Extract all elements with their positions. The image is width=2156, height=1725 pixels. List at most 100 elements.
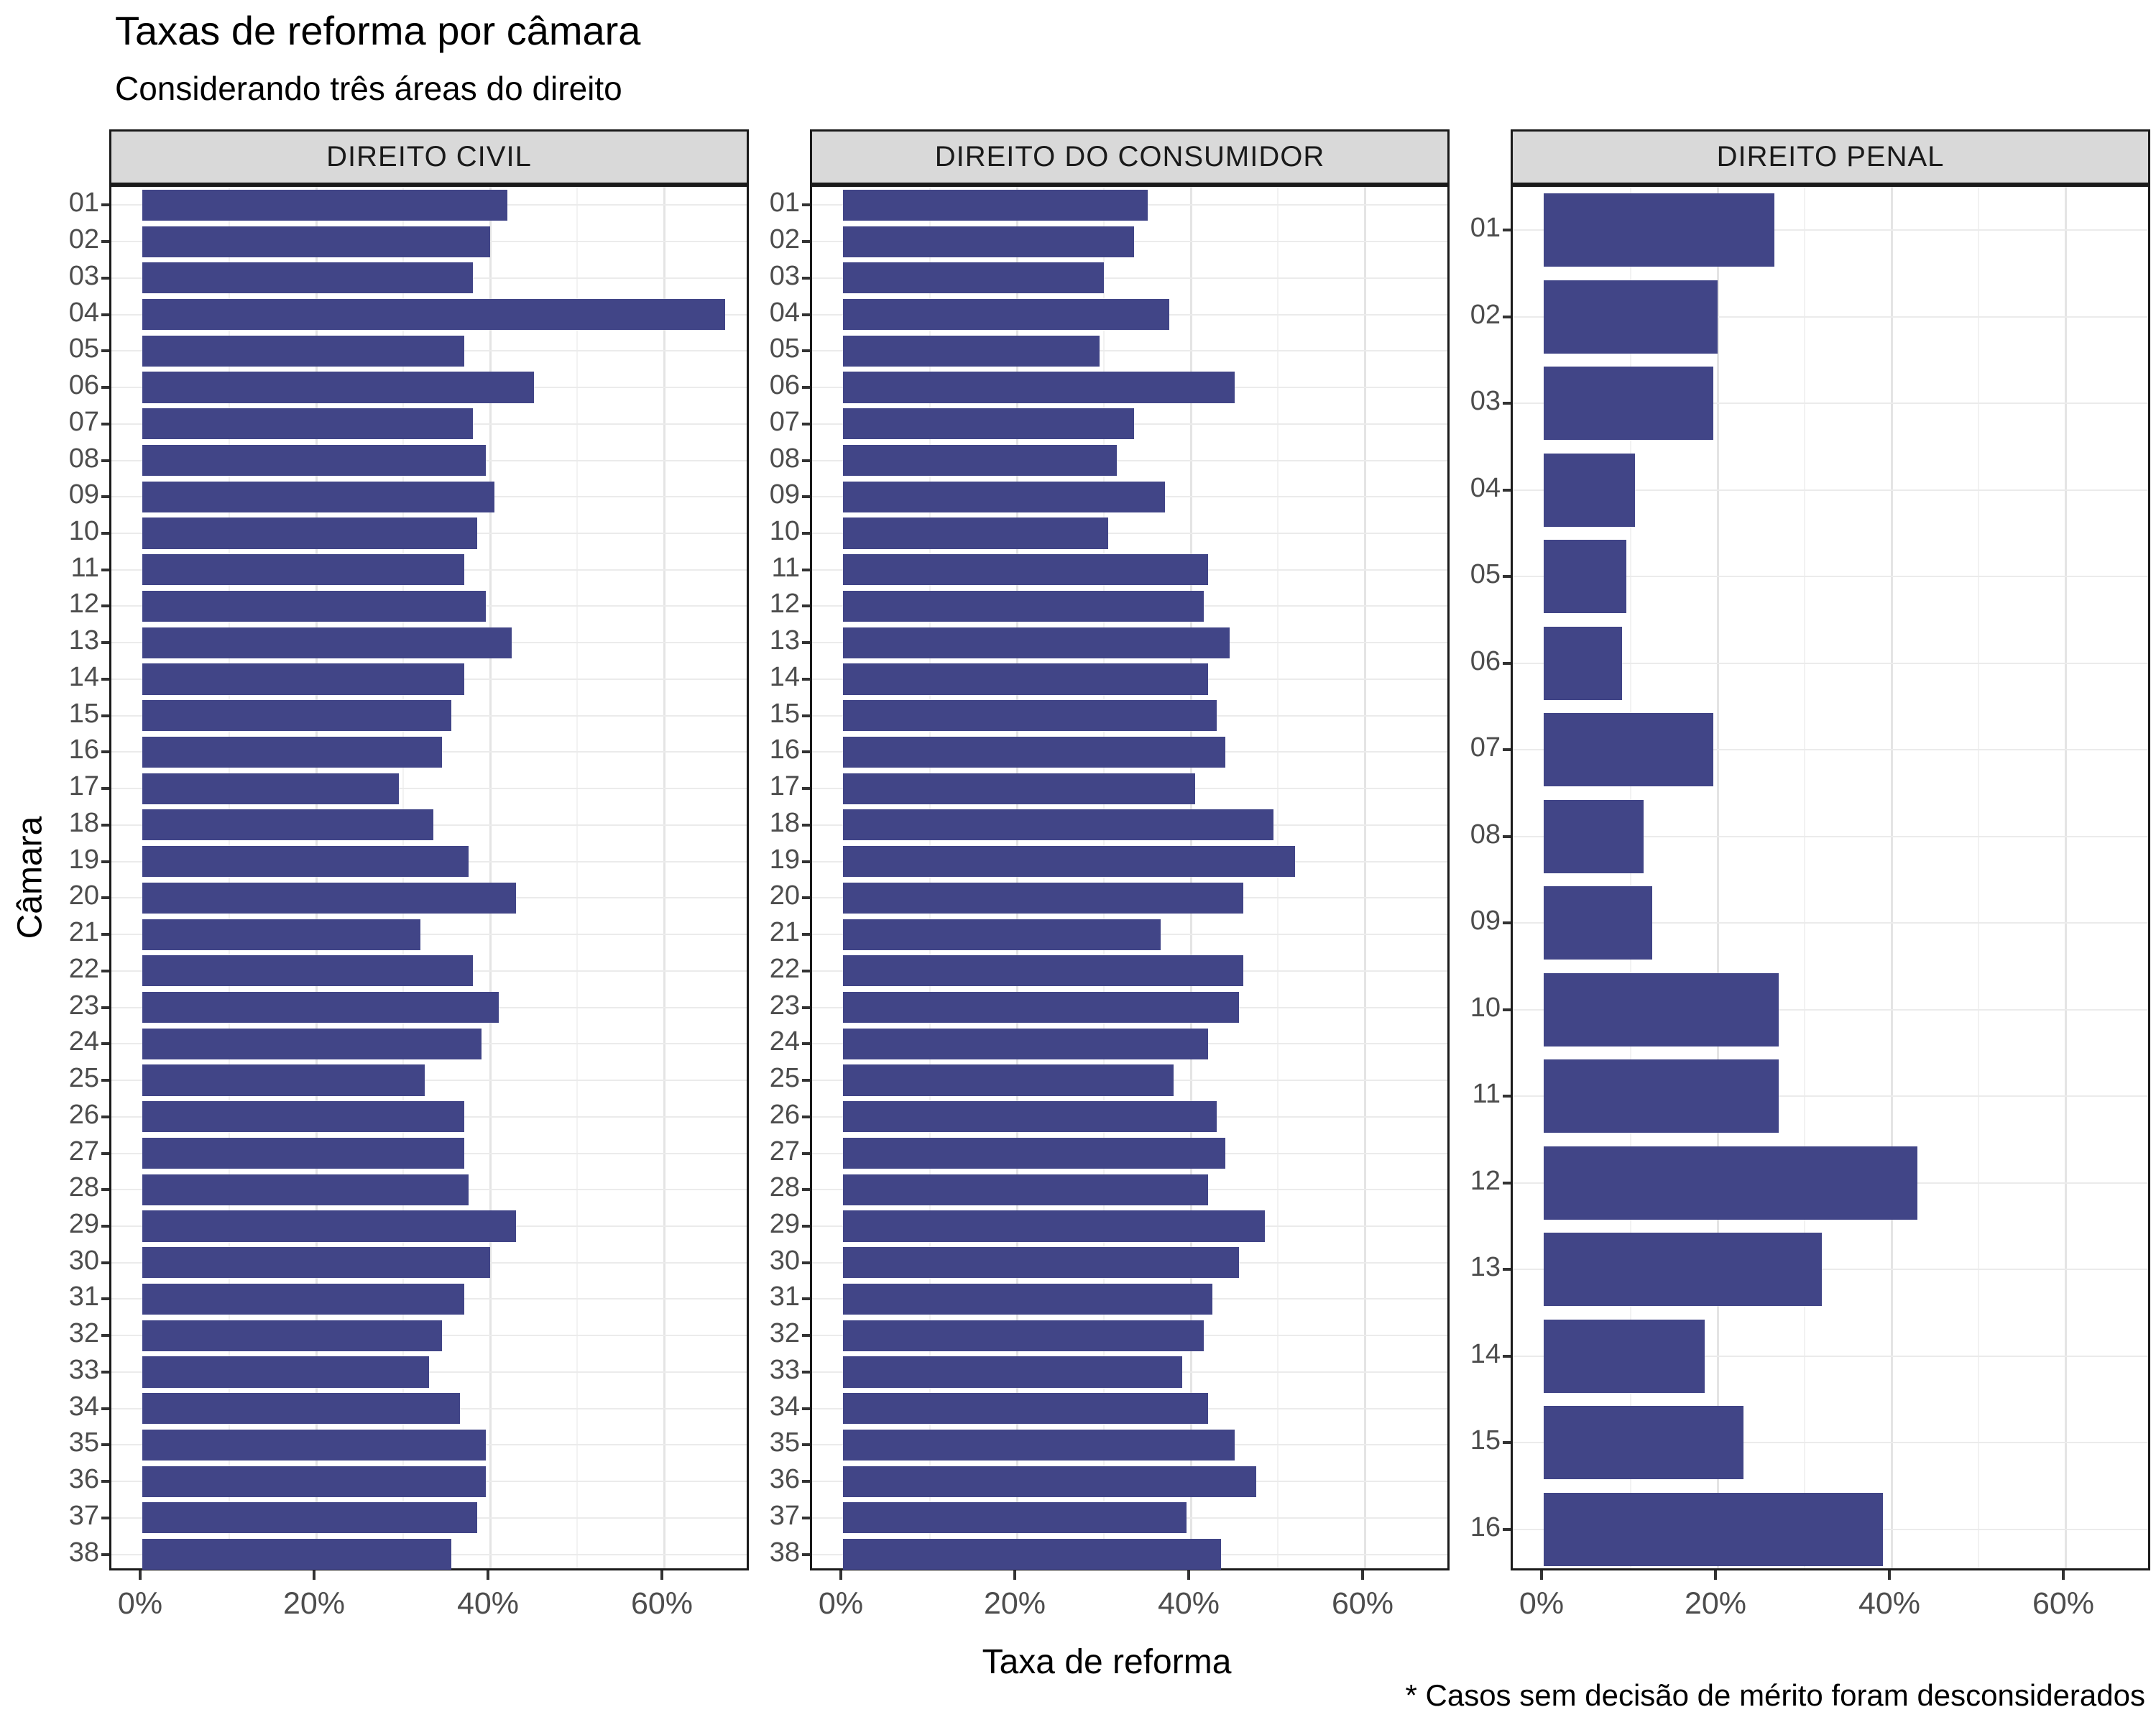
bar: [1544, 453, 1636, 527]
y-tick-mark: [101, 203, 109, 207]
bar: [843, 226, 1135, 257]
y-tick-mark: [101, 677, 109, 681]
bar: [843, 1320, 1204, 1351]
y-tick-mark: [802, 1261, 810, 1264]
y-tick-mark: [101, 240, 109, 244]
bar: [843, 189, 1148, 221]
y-tick-label: 02: [769, 224, 800, 255]
y-tick-label: 02: [1470, 299, 1501, 330]
y-tick-label: 31: [68, 1282, 99, 1312]
y-tick-label: 13: [68, 625, 99, 656]
y-tick-label: 12: [769, 589, 800, 620]
y-tick-mark: [101, 823, 109, 827]
y-tick-label: 16: [1470, 1512, 1501, 1542]
gridline-row: [1513, 489, 2148, 491]
bar: [142, 1393, 460, 1425]
y-tick-mark: [101, 1516, 109, 1519]
bar: [843, 773, 1196, 804]
y-tick-mark: [802, 1516, 810, 1519]
y-tick-mark: [1503, 488, 1511, 492]
y-tick-mark: [101, 714, 109, 717]
bar: [142, 700, 451, 732]
chart-subtitle: Considerando três áreas do direito: [115, 70, 622, 107]
y-tick-label: 14: [1470, 1338, 1501, 1369]
bar: [1544, 1233, 1823, 1307]
y-tick-mark: [1503, 921, 1511, 925]
bar: [142, 663, 464, 695]
y-axis-title: Câmara: [11, 816, 50, 939]
y-tick-mark: [802, 349, 810, 353]
x-tick-mark: [1714, 1570, 1717, 1580]
y-tick-mark: [1503, 661, 1511, 665]
gridline-minor: [576, 187, 578, 1568]
bar: [142, 1028, 482, 1059]
y-tick-mark: [101, 1443, 109, 1447]
y-tick-label: 26: [68, 1099, 99, 1130]
gridline-row: [1513, 1442, 2148, 1444]
bar: [843, 1174, 1209, 1205]
bar: [142, 1137, 464, 1169]
y-tick-mark: [802, 568, 810, 571]
x-tick-mark: [139, 1570, 142, 1580]
gridline-row: [1513, 1269, 2148, 1271]
bar: [1544, 713, 1713, 787]
y-tick-mark: [101, 1552, 109, 1556]
x-tick-label: 0%: [818, 1586, 864, 1621]
y-tick-labels: 01 02 03 04 05 06 07 08 09 10 11 12 13 14 15 16 17 18 19 20…: [748, 129, 800, 1570]
gridline-minor: [402, 187, 404, 1568]
y-tick-label: 28: [68, 1172, 99, 1203]
bar: [1544, 1146, 1918, 1220]
bar: [843, 846, 1296, 878]
x-tick-label: 60%: [2032, 1586, 2095, 1621]
y-tick-mark: [802, 1188, 810, 1192]
x-tick-label: 40%: [456, 1586, 520, 1621]
bar: [843, 1466, 1256, 1497]
y-tick-label: 33: [68, 1354, 99, 1385]
bar: [843, 590, 1204, 622]
y-tick-label: 11: [70, 552, 99, 583]
bar: [1544, 1406, 1744, 1480]
gridline-major: [1363, 187, 1366, 1568]
bar: [142, 518, 477, 549]
bar: [843, 408, 1135, 440]
plot-area: [802, 185, 1450, 1570]
y-tick-mark: [101, 1079, 109, 1082]
y-tick-label: 25: [68, 1063, 99, 1094]
bar: [142, 992, 499, 1024]
y-tick-mark: [802, 1334, 810, 1338]
bar: [843, 518, 1109, 549]
x-tick-mark: [1013, 1570, 1016, 1580]
y-tick-mark: [101, 349, 109, 353]
gridline-row: [1513, 835, 2148, 837]
y-tick-mark: [802, 313, 810, 316]
y-tick-label: 03: [1470, 386, 1501, 417]
y-tick-label: 19: [769, 844, 800, 875]
x-tick-mark: [839, 1570, 842, 1580]
y-tick-label: 32: [769, 1318, 800, 1349]
x-tick-label: 20%: [1684, 1586, 1747, 1621]
bar: [142, 846, 469, 878]
bar: [1544, 367, 1713, 441]
y-tick-mark: [101, 750, 109, 754]
y-tick-label: 29: [769, 1209, 800, 1239]
y-tick-label: 37: [769, 1500, 800, 1531]
y-tick-mark: [101, 969, 109, 972]
y-tick-mark: [101, 860, 109, 863]
y-tick-mark: [802, 1115, 810, 1118]
gridline-row: [812, 533, 1447, 534]
y-tick-mark: [802, 677, 810, 681]
facet-strip-label: DIREITO DO CONSUMIDOR: [810, 129, 1450, 185]
y-tick-mark: [101, 276, 109, 280]
facet-panel: DIREITO CIVIL 0% 20% 40% 60%: [101, 129, 749, 1642]
y-tick-label: 20: [68, 880, 99, 911]
plot-area: [1503, 185, 2150, 1570]
bar: [1544, 1059, 1779, 1133]
gridline-minor: [1978, 187, 1979, 1568]
y-tick-label: 15: [769, 698, 800, 729]
x-tick-label: 20%: [282, 1586, 346, 1621]
y-tick-label: 12: [68, 589, 99, 620]
bar: [142, 809, 434, 841]
facet-strip-label: DIREITO PENAL: [1511, 129, 2150, 185]
y-tick-mark: [802, 750, 810, 754]
y-tick-mark: [802, 532, 810, 535]
